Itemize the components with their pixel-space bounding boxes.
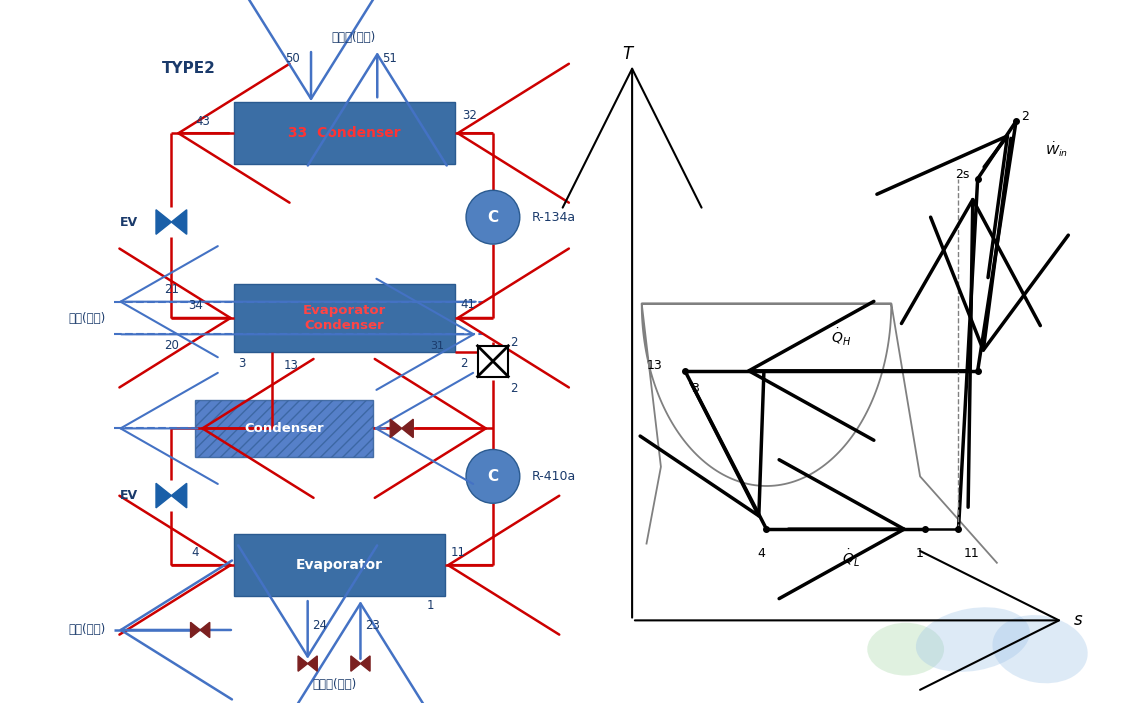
Text: Evaporator: Evaporator: [296, 558, 383, 572]
FancyBboxPatch shape: [195, 399, 373, 457]
Text: C: C: [488, 469, 499, 484]
Text: s: s: [1074, 612, 1083, 629]
Text: 11: 11: [963, 547, 978, 560]
Text: $\dot{W}_{in}$: $\dot{W}_{in}$: [1045, 141, 1067, 160]
Text: Condenser: Condenser: [244, 422, 324, 435]
Polygon shape: [157, 209, 171, 234]
Text: R-410a: R-410a: [531, 470, 575, 483]
Text: 2: 2: [1021, 110, 1029, 123]
Text: EV: EV: [119, 489, 137, 502]
Text: C: C: [488, 209, 499, 225]
Text: 4: 4: [758, 547, 766, 560]
Text: 2: 2: [510, 335, 518, 349]
Text: 24: 24: [313, 619, 328, 632]
Polygon shape: [307, 656, 318, 671]
Text: 31: 31: [430, 341, 445, 351]
Polygon shape: [157, 483, 171, 508]
Polygon shape: [190, 622, 200, 638]
Text: 실내기(여름): 실내기(여름): [312, 678, 356, 691]
Text: 1: 1: [427, 600, 435, 612]
FancyBboxPatch shape: [234, 285, 455, 352]
Text: 2: 2: [461, 356, 467, 370]
Text: T: T: [623, 45, 633, 63]
Polygon shape: [298, 656, 307, 671]
Text: $\dot{Q}_H$: $\dot{Q}_H$: [831, 327, 851, 348]
Text: 11: 11: [450, 546, 466, 559]
Text: EV: EV: [119, 216, 137, 228]
Polygon shape: [360, 656, 370, 671]
Ellipse shape: [867, 623, 944, 676]
Polygon shape: [171, 209, 187, 234]
Text: 43: 43: [195, 115, 209, 128]
Text: 34: 34: [188, 299, 203, 312]
Circle shape: [466, 449, 520, 503]
Polygon shape: [200, 622, 209, 638]
Polygon shape: [402, 419, 413, 437]
FancyBboxPatch shape: [234, 534, 445, 596]
Text: 13: 13: [284, 359, 298, 373]
Text: 13: 13: [647, 359, 663, 373]
Text: 1: 1: [917, 547, 924, 560]
Circle shape: [466, 191, 520, 244]
Text: 4: 4: [191, 546, 199, 559]
Ellipse shape: [915, 607, 1030, 672]
Text: 실내기(겨울): 실내기(겨울): [332, 31, 376, 44]
Text: 21: 21: [164, 283, 179, 296]
Polygon shape: [171, 483, 187, 508]
Polygon shape: [391, 419, 402, 437]
Text: 해수(여름): 해수(여름): [69, 311, 106, 325]
Ellipse shape: [992, 615, 1088, 683]
Text: 41: 41: [461, 298, 475, 311]
Text: 해수(겨울): 해수(겨울): [69, 624, 106, 636]
Text: 20: 20: [164, 340, 179, 352]
Text: R-134a: R-134a: [531, 211, 575, 224]
Text: TYPE2: TYPE2: [162, 61, 216, 76]
Text: 33  Condenser: 33 Condenser: [288, 127, 401, 140]
Bar: [477, 346, 508, 377]
Text: 32: 32: [462, 110, 477, 122]
Text: 3: 3: [690, 382, 698, 394]
Text: 50: 50: [285, 52, 300, 65]
Text: $\dot{Q}_L$: $\dot{Q}_L$: [841, 548, 859, 569]
Text: 2s: 2s: [956, 167, 969, 181]
Text: 23: 23: [365, 619, 381, 632]
FancyBboxPatch shape: [234, 102, 455, 165]
Text: 51: 51: [382, 52, 397, 65]
Text: 2: 2: [510, 382, 518, 394]
Text: Evaporator
Condenser: Evaporator Condenser: [303, 304, 386, 332]
Polygon shape: [351, 656, 360, 671]
Text: 3: 3: [239, 356, 245, 370]
